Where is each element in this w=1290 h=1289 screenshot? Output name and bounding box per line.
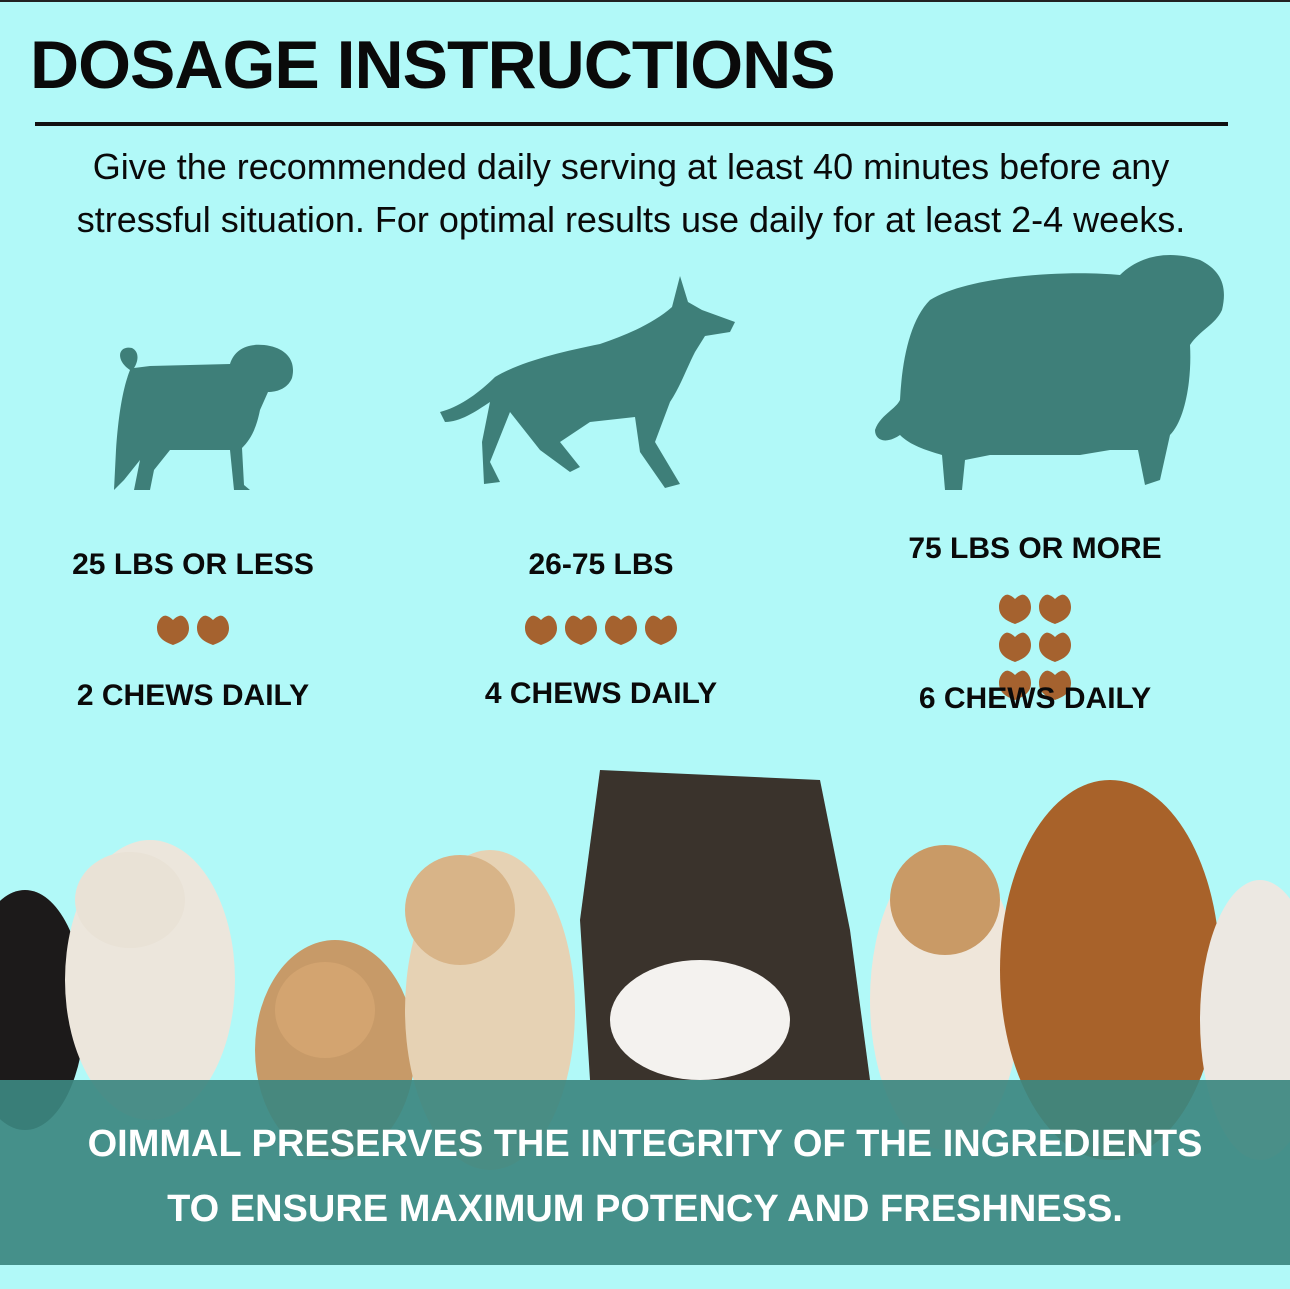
intro-line-1: Give the recommended daily serving at le…: [92, 146, 1170, 187]
chew-icon: [197, 615, 229, 645]
page-title: DOSAGE INSTRUCTIONS: [30, 27, 836, 103]
freshness-banner: OIMMAL PRESERVES THE INTEGRITY OF THE IN…: [0, 1080, 1290, 1265]
chew-icon: [525, 615, 557, 645]
medium-dog-silhouette-icon: [440, 276, 735, 488]
dogs-photo: [0, 770, 1290, 1170]
dosage-label-small: 2 CHEWS DAILY: [76, 679, 310, 712]
banner-line-2: TO ENSURE MAXIMUM POTENCY AND FRESHNESS.: [167, 1188, 1123, 1230]
top-border: [0, 0, 1290, 2]
intro-text: Give the recommended daily serving at le…: [0, 140, 1262, 246]
weight-label-small: 25 LBS OR LESS: [72, 548, 314, 581]
chew-icon: [565, 615, 597, 645]
chew-icon: [999, 632, 1031, 662]
dosage-label-medium: 4 CHEWS DAILY: [484, 677, 718, 710]
dog-pomeranian: [1000, 780, 1220, 1160]
small-dog-silhouette-icon: [114, 344, 294, 490]
title-divider: [35, 122, 1228, 126]
chew-icon: [1039, 594, 1071, 624]
chew-icon: [999, 594, 1031, 624]
weight-label-large: 75 LBS OR MORE: [908, 532, 1162, 565]
large-dog-silhouette-icon: [875, 255, 1224, 490]
chew-icon: [999, 670, 1031, 700]
weight-label-medium: 26-75 LBS: [528, 548, 674, 581]
dog-black-white: [0, 890, 85, 1130]
chews-small: [13, 612, 373, 646]
chew-icon: [645, 615, 677, 645]
chew-icon: [605, 615, 637, 645]
chew-icon: [1039, 670, 1071, 700]
dosage-label-large: 6 CHEWS DAILY: [918, 682, 1152, 715]
chews-medium: [421, 612, 781, 646]
chew-icon: [1039, 632, 1071, 662]
intro-line-2: stressful situation. For optimal results…: [76, 199, 1186, 240]
chews-large: [855, 591, 1215, 701]
chew-icon: [157, 615, 189, 645]
banner-line-1: OIMMAL PRESERVES THE INTEGRITY OF THE IN…: [87, 1123, 1203, 1165]
